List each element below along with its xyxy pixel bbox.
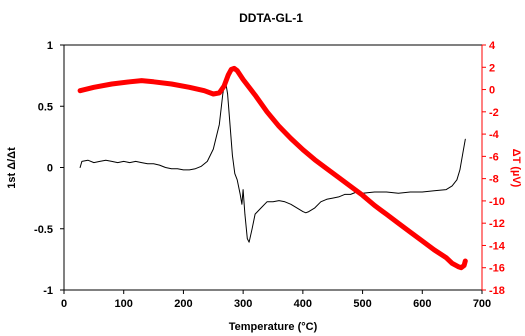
right-y-tick-label: 4 [489,40,496,52]
left-y-tick-label: 0 [47,163,53,175]
left-y-tick-label: -1 [43,285,53,297]
left-y-tick-label: 0.5 [38,101,53,113]
delta-t-series-line [77,65,468,271]
left-y-tick-label: -0.5 [34,224,53,236]
right-y-tick-label: -2 [489,107,499,119]
x-tick-label: 200 [174,298,192,310]
right-y-tick-label: 2 [489,62,495,74]
series-layer [77,65,468,271]
right-y-tick-label: -8 [489,174,499,186]
right-y-tick-label: -12 [489,218,505,230]
right-y-tick-label: -10 [489,196,505,208]
x-tick-label: 600 [413,298,431,310]
right-y-tick-label: -4 [489,129,500,141]
right-y-tick-label: 0 [489,85,495,97]
right-y-axis: -18 -16 -14 -12 -10 -8 -6 -4 -2 0 2 4 [482,40,506,297]
left-y-axis-label: 1st Δ/Δt [6,147,18,189]
left-y-axis: -1 -0.5 0 0.5 1 [34,40,64,297]
x-axis-label: Temperature (°C) [229,321,318,333]
right-y-tick-label: -14 [489,240,506,252]
x-tick-label: 0 [61,298,67,310]
x-tick-label: 500 [353,298,371,310]
right-y-tick-label: -16 [489,263,505,275]
x-tick-label: 700 [473,298,491,310]
x-tick-label: 100 [115,298,133,310]
right-y-tick-label: -6 [489,151,499,163]
left-y-tick-label: 1 [47,40,53,52]
x-tick-label: 400 [294,298,312,310]
x-axis: 0 100 200 300 400 500 600 700 [61,290,491,310]
chart-title: DDTA-GL-1 [239,11,303,25]
right-y-axis-label: ΔT (µV) [510,149,522,188]
right-y-tick-label: -18 [489,285,505,297]
x-tick-label: 300 [234,298,252,310]
derivative-series-line [79,78,466,243]
